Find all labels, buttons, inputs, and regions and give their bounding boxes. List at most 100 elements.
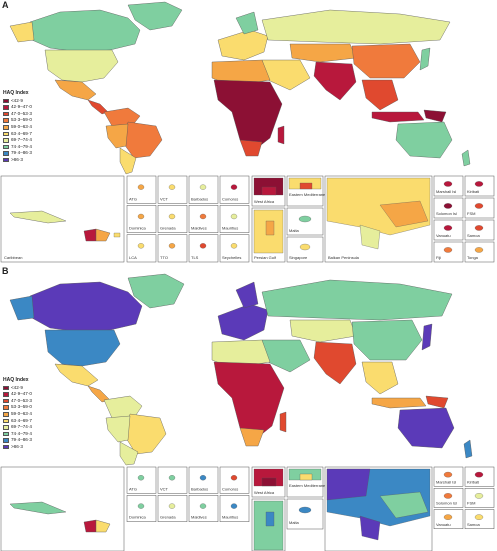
island-shape [443,514,453,520]
australia [395,121,453,159]
brazil [123,121,163,159]
legend-label: 63·4–69·7 [11,417,32,423]
legend-swatch [3,438,9,443]
inset-label: Samoa [467,233,480,238]
canada [29,281,143,333]
legend-label: >86·3 [11,443,23,449]
legend-label: 53·3–59·0 [11,404,32,410]
inset-label: VCT [160,486,169,491]
legend-item: 47·0–53·3 [3,398,32,405]
island-shape [199,475,207,481]
inset-label: Barbados [191,486,208,491]
legend-item: <42·9 [3,98,32,105]
indonesia [371,111,425,123]
island-shape [230,475,238,481]
inset-label: Seychelles [222,255,241,260]
inset-label: Grenada [160,226,176,231]
inset-malta [286,498,324,530]
legend-swatch [3,412,9,417]
inset-label: Solomon Isl [436,501,457,506]
island-shape [199,213,207,220]
mexico [54,79,97,101]
hispaniola-dr [95,519,111,533]
inset-label: Mauritius [222,515,238,520]
island-shape [168,213,176,220]
russia [261,279,453,321]
greenland [127,1,183,31]
island-shape [199,243,207,249]
legend-label: 53·3–59·0 [11,117,32,123]
island-shape [443,203,453,209]
island-shape [137,243,145,249]
inset-dominica [126,205,157,233]
indonesia [371,397,427,409]
legend-label: >86·3 [11,156,23,162]
legend-item: 74·4–79·4 [3,431,32,438]
insets-panel-a: Caribbean ATG VCT Barbados Comoros Dominica G… [0,175,495,263]
central-asia [289,319,357,343]
legend-swatch [3,392,9,397]
inset-label: Kiribati [467,479,479,484]
island-shape [230,184,238,190]
legend-label: 74·4–79·4 [11,143,32,149]
panel-a-label: A [2,0,9,10]
hispaniola-dr [95,228,111,242]
legend-label: <42·9 [11,384,23,390]
legend-panel-a: HAQ Index <42·9 42·9–47·0 47·0–53·3 53·3–59… [3,90,32,164]
island-shape [474,203,484,209]
southeast-asia [361,361,399,395]
legend-label: 79·4–86·3 [11,437,32,443]
insets-panel-b: ATG VCT Barbados Comoros Dominica Grenada Mald… [0,466,495,551]
legend-item: 63·4–69·7 [3,418,32,425]
inset-label: ATG [129,196,137,201]
island-shape [137,503,145,509]
legend-panel-b: HAQ Index <42·9 42·9–47·0 47·0–53·3 53·3–59… [3,377,32,451]
island-shape [137,184,145,190]
legend-swatch [3,111,9,117]
papua [425,395,449,409]
peru-bolivia [105,123,129,149]
inset-singapore-label: Singapore [289,255,308,260]
inset-west-africa-label: West Africa [254,199,275,204]
legend-item: 42·9–47·0 [3,391,32,398]
inset-label: Grenada [160,515,176,520]
legend-swatch [3,105,9,110]
inset-label: ATG [129,486,137,491]
usa [44,329,121,367]
inset-label: Barbados [191,196,208,201]
island-shape [443,471,453,478]
inset-caribbean [0,175,125,263]
australia [397,407,455,449]
island-shape [199,503,207,509]
alaska [9,295,35,321]
legend-swatch [3,151,9,156]
scandinavia [235,281,259,309]
japan [421,323,433,351]
inset-label: TLS [191,255,199,260]
island-shape [474,493,484,499]
inset-label: Dominica [129,226,146,231]
canada [29,9,141,53]
inset-label: Maldives [191,226,207,231]
island-shape [230,213,238,220]
legend-item: 59·0–63·4 [3,411,32,418]
legend-swatch [3,425,9,430]
inset-label: Marshall Isl [436,479,456,484]
inset-label: Samoa [467,522,480,527]
alaska [9,21,35,43]
legend-swatch [3,144,9,150]
russia [261,9,451,45]
europe [217,29,269,61]
legend-item: 63·4–69·7 [3,131,32,138]
legend-swatch [3,444,9,450]
legend-item: 59·0–63·4 [3,124,32,131]
inset-label: LCA [129,255,137,260]
inset-label: Vanuatu [436,233,451,238]
island-shape [474,514,484,520]
inset-label: Vanuatu [436,522,451,527]
inset-comoros [219,175,250,204]
inset-balkan-label: Balkan Peninsula [328,255,360,260]
cuba [9,501,67,515]
legend-label: 59·0–63·4 [11,123,32,129]
inset-malta-label: Malta [289,520,300,525]
